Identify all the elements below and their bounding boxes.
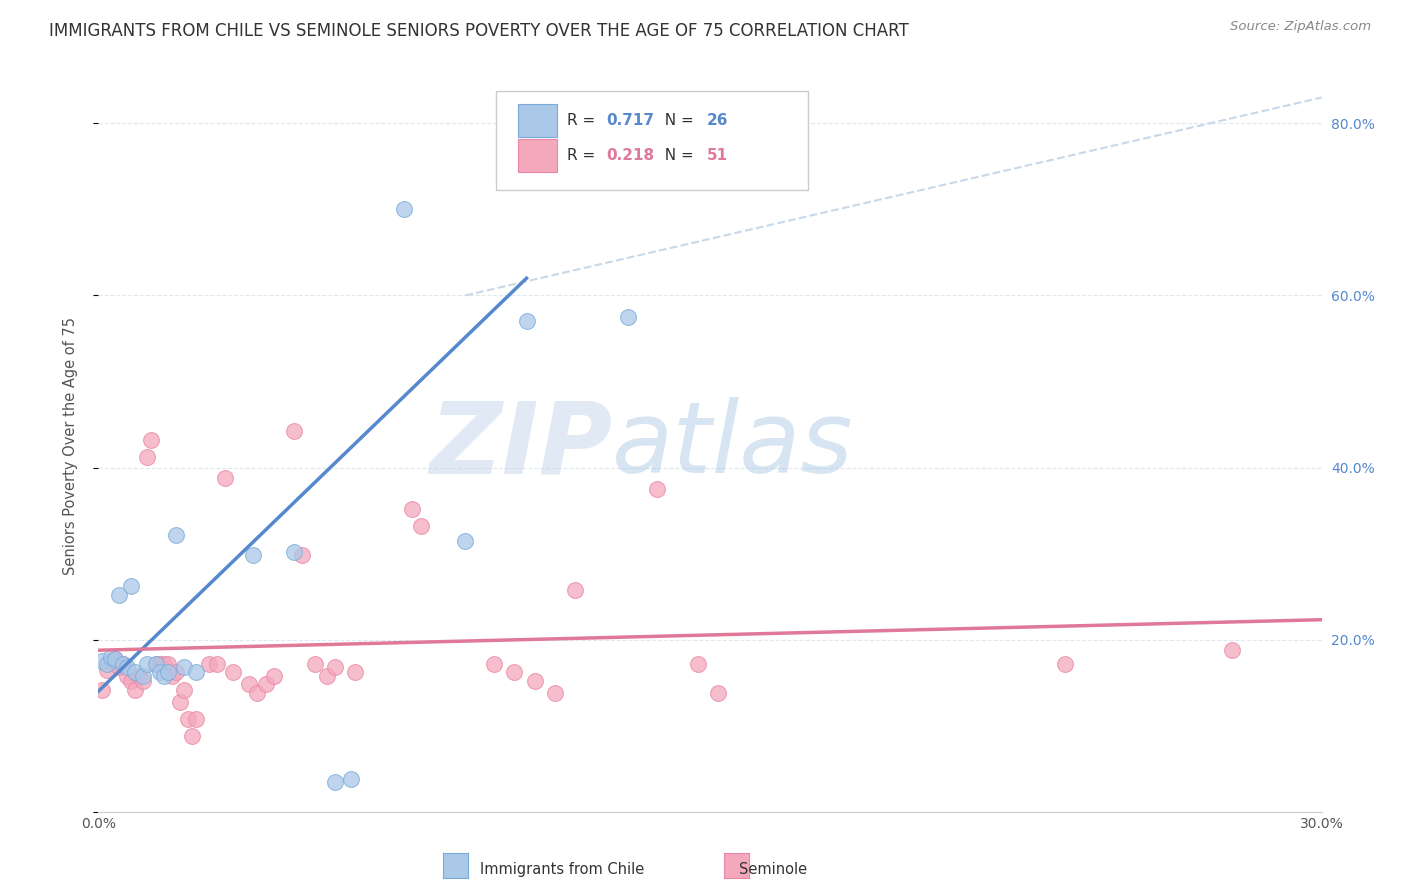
Point	[104, 651, 127, 665]
Point	[115, 660, 138, 674]
Point	[145, 657, 167, 671]
Point	[181, 729, 204, 743]
Point	[120, 579, 142, 593]
Point	[392, 202, 416, 217]
Point	[136, 450, 159, 465]
Text: ZIP: ZIP	[429, 398, 612, 494]
Point	[214, 471, 236, 485]
Text: R =: R =	[567, 148, 600, 163]
Text: N =: N =	[655, 148, 699, 163]
Point	[222, 665, 245, 680]
Point	[165, 665, 187, 680]
Point	[291, 549, 314, 563]
Point	[1053, 657, 1076, 671]
Point	[242, 549, 264, 563]
Point	[152, 657, 174, 671]
Point	[544, 686, 567, 700]
Point	[169, 695, 191, 709]
Text: 26: 26	[706, 113, 728, 128]
Point	[145, 657, 167, 671]
Text: 0.717: 0.717	[606, 113, 654, 128]
Point	[617, 310, 640, 324]
Point	[283, 425, 305, 439]
Point	[100, 649, 122, 664]
Point	[315, 669, 337, 683]
FancyBboxPatch shape	[517, 103, 557, 137]
Point	[1220, 643, 1243, 657]
Point	[108, 660, 131, 674]
Text: Seminole: Seminole	[740, 863, 807, 877]
Text: Source: ZipAtlas.com: Source: ZipAtlas.com	[1230, 20, 1371, 33]
Point	[238, 677, 260, 691]
Point	[686, 657, 709, 671]
Point	[482, 657, 505, 671]
Point	[323, 660, 346, 674]
Point	[263, 669, 285, 683]
Point	[91, 654, 114, 668]
Point	[503, 665, 526, 680]
Point	[104, 651, 127, 665]
Point	[152, 669, 174, 683]
Point	[340, 772, 363, 786]
FancyBboxPatch shape	[517, 139, 557, 172]
Point	[111, 657, 134, 671]
Point	[91, 682, 114, 697]
Text: R =: R =	[567, 113, 600, 128]
Point	[124, 665, 146, 680]
Point	[454, 533, 477, 548]
Point	[149, 657, 172, 671]
Point	[132, 673, 155, 688]
Point	[344, 665, 367, 680]
Point	[128, 669, 150, 683]
Point	[323, 774, 346, 789]
Point	[173, 682, 195, 697]
Point	[160, 669, 183, 683]
Text: N =: N =	[655, 113, 699, 128]
Point	[645, 482, 668, 496]
Point	[156, 657, 179, 671]
Text: 0.218: 0.218	[606, 148, 654, 163]
Point	[141, 433, 163, 447]
Point	[136, 657, 159, 671]
Y-axis label: Seniors Poverty Over the Age of 75: Seniors Poverty Over the Age of 75	[63, 317, 77, 575]
Point	[246, 686, 269, 700]
Point	[707, 686, 730, 700]
Text: Immigrants from Chile: Immigrants from Chile	[481, 863, 644, 877]
Text: 51: 51	[706, 148, 727, 163]
Text: atlas: atlas	[612, 398, 853, 494]
Point	[401, 501, 423, 516]
Point	[283, 545, 305, 559]
Point	[523, 673, 546, 688]
Point	[254, 677, 277, 691]
Point	[120, 673, 142, 688]
Point	[115, 669, 138, 683]
Point	[132, 669, 155, 683]
Point	[197, 657, 219, 671]
Text: IMMIGRANTS FROM CHILE VS SEMINOLE SENIORS POVERTY OVER THE AGE OF 75 CORRELATION: IMMIGRANTS FROM CHILE VS SEMINOLE SENIOR…	[49, 22, 908, 40]
Point	[96, 663, 118, 677]
Point	[111, 657, 134, 671]
Point	[564, 582, 586, 597]
Point	[186, 712, 208, 726]
Point	[409, 519, 432, 533]
Point	[186, 665, 208, 680]
Point	[205, 657, 228, 671]
Point	[165, 527, 187, 541]
Point	[100, 654, 122, 668]
Point	[108, 588, 131, 602]
Point	[304, 657, 326, 671]
Point	[96, 657, 118, 671]
Point	[156, 665, 179, 680]
Point	[124, 682, 146, 697]
Point	[149, 665, 172, 680]
Point	[516, 314, 538, 328]
Point	[177, 712, 200, 726]
Point	[173, 660, 195, 674]
FancyBboxPatch shape	[496, 91, 808, 190]
